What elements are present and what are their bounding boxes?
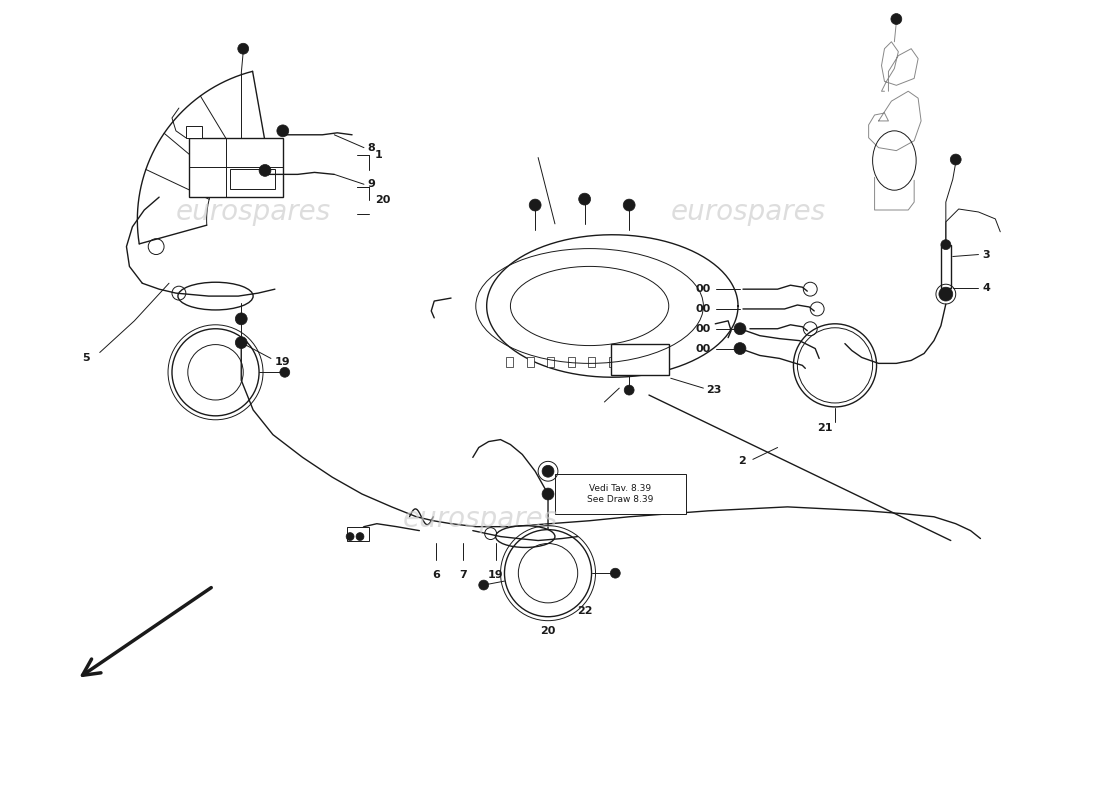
Text: 00: 00 (695, 304, 711, 314)
Circle shape (610, 568, 620, 578)
Text: 8: 8 (367, 142, 375, 153)
Text: 9: 9 (367, 179, 375, 190)
Text: eurospares: eurospares (176, 198, 331, 226)
Text: Vedi Tav. 8.39
See Draw 8.39: Vedi Tav. 8.39 See Draw 8.39 (587, 484, 653, 505)
FancyBboxPatch shape (612, 343, 669, 375)
Text: 19: 19 (487, 570, 504, 580)
Circle shape (579, 193, 591, 205)
Text: 1: 1 (375, 150, 383, 159)
Circle shape (238, 43, 249, 54)
Text: 00: 00 (695, 324, 711, 334)
FancyBboxPatch shape (554, 474, 685, 514)
Text: 6: 6 (432, 570, 440, 580)
Text: 4: 4 (982, 283, 990, 293)
Text: 3: 3 (982, 250, 990, 259)
Circle shape (624, 385, 634, 395)
Text: 20: 20 (540, 626, 556, 636)
Circle shape (734, 342, 746, 354)
Circle shape (260, 165, 271, 176)
Circle shape (235, 337, 248, 349)
FancyBboxPatch shape (348, 526, 369, 541)
Text: eurospares: eurospares (403, 505, 559, 533)
Text: 19: 19 (275, 358, 290, 367)
Circle shape (624, 199, 635, 211)
Circle shape (235, 313, 248, 325)
Text: 2: 2 (738, 456, 746, 466)
Text: 7: 7 (459, 570, 466, 580)
Text: 20: 20 (375, 195, 390, 205)
Text: 5: 5 (82, 354, 90, 363)
Circle shape (279, 367, 289, 378)
Circle shape (478, 580, 488, 590)
FancyBboxPatch shape (609, 358, 616, 367)
FancyBboxPatch shape (568, 358, 575, 367)
Circle shape (277, 125, 289, 137)
Circle shape (529, 199, 541, 211)
FancyBboxPatch shape (527, 358, 534, 367)
Circle shape (542, 488, 554, 500)
Circle shape (939, 287, 953, 301)
Circle shape (891, 14, 902, 25)
FancyBboxPatch shape (548, 358, 554, 367)
FancyBboxPatch shape (650, 358, 657, 367)
Circle shape (356, 533, 364, 541)
Circle shape (346, 533, 354, 541)
FancyBboxPatch shape (230, 170, 275, 190)
FancyBboxPatch shape (588, 358, 595, 367)
Text: 00: 00 (695, 284, 711, 294)
Text: 00: 00 (695, 343, 711, 354)
Circle shape (940, 240, 950, 250)
Text: 22: 22 (576, 606, 593, 616)
FancyBboxPatch shape (189, 138, 283, 197)
FancyBboxPatch shape (629, 358, 637, 367)
FancyBboxPatch shape (506, 358, 514, 367)
FancyBboxPatch shape (940, 245, 950, 288)
Text: eurospares: eurospares (670, 198, 825, 226)
Circle shape (734, 323, 746, 334)
Text: 21: 21 (817, 422, 833, 433)
Circle shape (542, 466, 554, 477)
Text: 23: 23 (706, 385, 722, 395)
Circle shape (950, 154, 961, 165)
FancyBboxPatch shape (186, 126, 201, 138)
